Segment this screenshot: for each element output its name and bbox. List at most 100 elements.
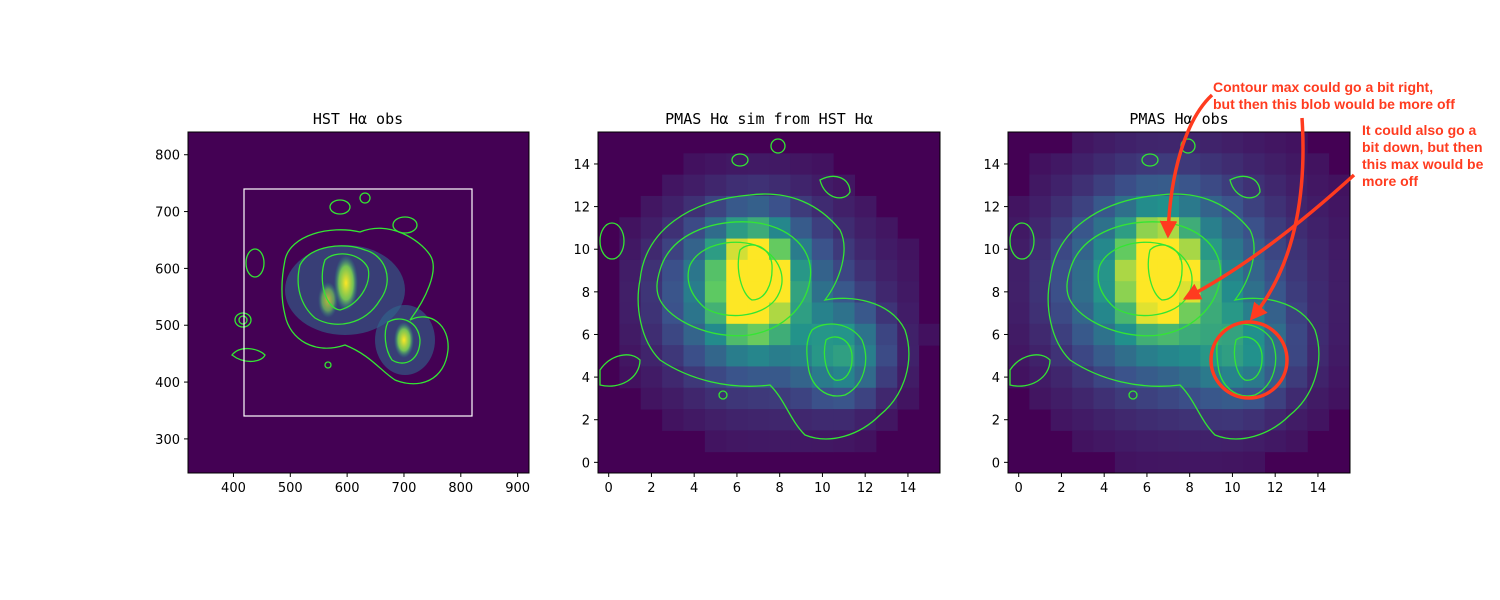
pixel [1307,366,1330,389]
pixel [790,281,813,303]
pixel [1029,323,1052,346]
pixel [1114,323,1137,346]
pixel [1114,195,1137,218]
pixel [1200,387,1223,410]
pixel [875,238,898,261]
arrow-2 [1249,117,1305,321]
pixel [704,387,727,410]
pixel [640,259,663,282]
pixel [833,195,855,218]
pixel [619,259,642,282]
pixel [1243,132,1265,154]
pixel [726,387,749,410]
pixel [897,281,920,303]
pixel [1221,451,1244,473]
pixel [897,238,920,261]
pixel [683,259,706,282]
pixel [769,238,791,261]
pixel [811,217,834,240]
pixel [897,302,920,325]
pixel [854,259,877,282]
pixel [619,302,642,325]
pixel [833,281,855,303]
pixel [769,345,791,367]
pixel [811,153,834,176]
pixel [769,153,791,176]
pixel [790,430,813,453]
pixel [683,238,706,261]
pixel [1114,366,1137,389]
pixel [1157,238,1180,261]
pixel [854,281,877,303]
pixel [704,409,727,431]
pixel [875,302,898,325]
x-tick-label: 2 [647,481,655,496]
pixel [1072,238,1094,261]
x-tick-label: 4 [1100,481,1108,496]
pixel [875,217,898,240]
pixel [1285,323,1308,346]
x-tick-label: 4 [690,481,698,496]
pixel [662,281,684,303]
pixel [1307,323,1330,346]
y-tick-label: 14 [983,158,1000,173]
pixel [640,366,663,389]
pixel [875,281,898,303]
x-tick-label: 500 [278,481,303,496]
pixel [1008,238,1030,261]
pixel [1221,132,1244,154]
pixel [1243,409,1265,431]
pixel [1200,430,1223,453]
pixel [811,174,834,197]
pixel [1114,345,1137,367]
pixel [662,409,684,431]
pixel [1114,217,1137,240]
pixel [854,366,877,389]
y-tick-label: 10 [983,243,1000,258]
pixel [1264,259,1287,282]
y-tick-label: 14 [573,158,590,173]
pixel [769,195,791,218]
pixel [897,323,920,346]
pixel [704,217,727,240]
x-tick-label: 10 [1224,481,1241,496]
pixel [1050,259,1073,282]
pixel [1029,345,1052,367]
pixel [747,195,770,218]
pixel [1243,195,1265,218]
pixel [1029,217,1052,240]
pixel [1093,302,1116,325]
pixel [640,387,663,410]
pixel [1157,132,1180,154]
pixel [1114,409,1137,431]
pixel [1072,345,1094,367]
y-tick-label: 10 [573,243,590,258]
pixel [726,238,749,261]
pixel [833,217,855,240]
pixel [790,238,813,261]
pixel [854,195,877,218]
pixel [1243,323,1265,346]
pixel [1136,174,1159,197]
pixel [1136,323,1159,346]
pixel [640,217,663,240]
pixel [1136,238,1159,261]
pixel [833,259,855,282]
pixel [747,366,770,389]
pixel [854,409,877,431]
pixel [747,387,770,410]
pixel [790,387,813,410]
pixel [1072,281,1094,303]
pixel [1328,387,1350,410]
pixel [811,345,834,367]
pixel [747,153,770,176]
pixel [619,238,642,261]
x-tick-label: 700 [392,481,417,496]
pixel [683,387,706,410]
pixel [790,259,813,282]
pixel [1114,132,1137,154]
pixel [683,153,706,176]
annotation-2: It could also go a bit down, but then th… [1362,122,1487,189]
pixel [1285,345,1308,367]
